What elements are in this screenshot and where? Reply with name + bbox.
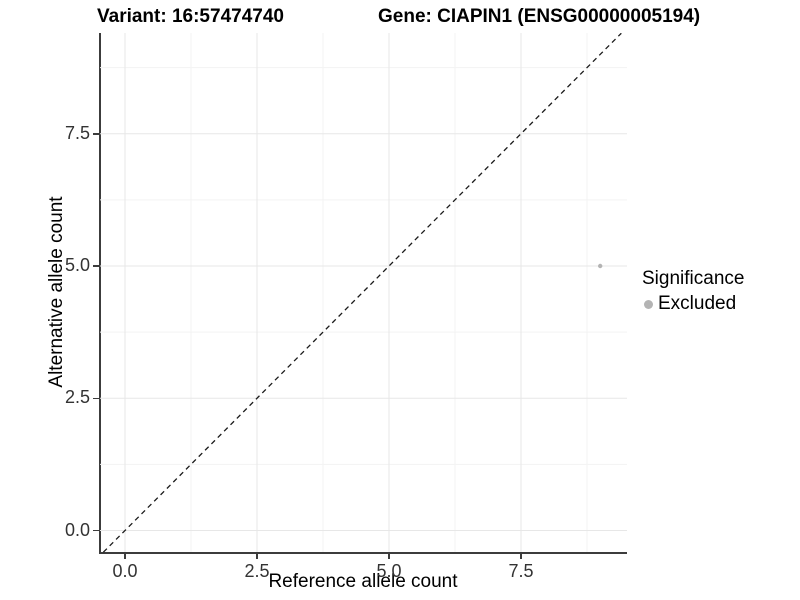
- plot-panel: [100, 33, 627, 553]
- x-tick-mark: [124, 552, 126, 559]
- y-tick-mark: [93, 529, 100, 532]
- x-tick-label: 7.5: [508, 561, 534, 581]
- legend-item: Excluded: [642, 293, 744, 315]
- x-axis-line: [99, 552, 627, 554]
- plot-title-variant: Variant: 16:57474740: [97, 6, 284, 27]
- y-tick-mark: [93, 397, 100, 399]
- y-axis-title: Alternative allele count: [46, 196, 67, 388]
- y-tick-label: 2.5: [64, 387, 90, 408]
- y-tick-mark: [93, 265, 100, 267]
- legend-item-label: Excluded: [658, 293, 737, 314]
- x-tick-label: 2.5: [244, 561, 270, 581]
- x-tick-mark: [256, 552, 258, 559]
- data-point: [598, 263, 603, 269]
- y-tick-label: 7.5: [64, 122, 90, 143]
- x-tick-mark: [388, 552, 390, 559]
- y-tick-label: 0.0: [64, 519, 90, 540]
- identity-dashed-line: [102, 33, 622, 553]
- plot-title-gene: Gene: CIAPIN1 (ENSG00000005194): [378, 6, 701, 27]
- x-tick-mark: [520, 552, 522, 559]
- legend: Significance Excluded: [642, 268, 744, 315]
- legend-key-dot-icon: [644, 299, 653, 309]
- y-tick-label: 5.0: [64, 255, 90, 275]
- x-axis-title: Reference allele count: [268, 571, 458, 592]
- scatter-plot-svg: [100, 33, 627, 553]
- legend-title: Significance: [642, 268, 745, 289]
- y-axis-line: [99, 33, 101, 554]
- y-tick-mark: [93, 133, 100, 135]
- x-tick-label: 5.0: [376, 561, 402, 581]
- legend-items: Excluded: [642, 293, 744, 315]
- x-tick-label: 0.0: [112, 561, 138, 581]
